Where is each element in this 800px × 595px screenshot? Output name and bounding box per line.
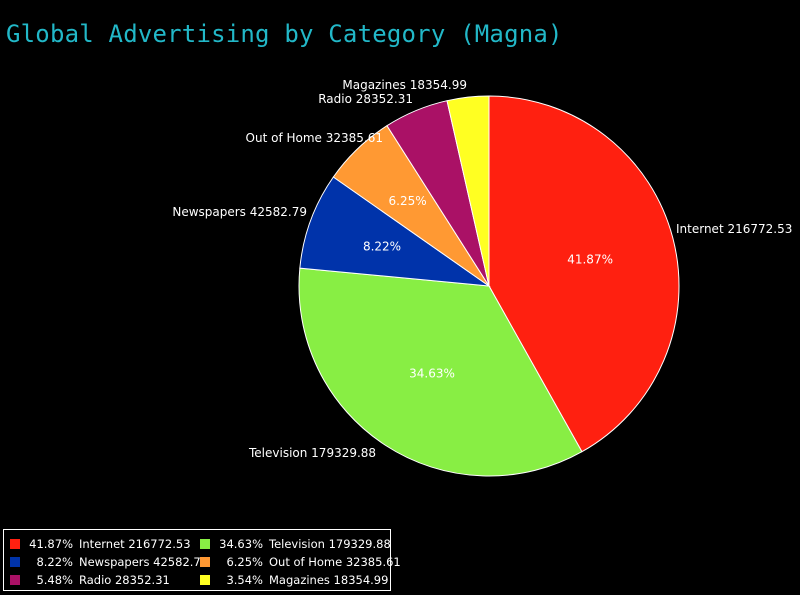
legend-label-newspapers: Newspapers 42582.79 [79,555,209,569]
pie-slices [298,95,680,477]
legend: 41.87% Internet 216772.53 34.63% Television… [3,529,401,591]
legend-percent-out-of-home: 6.25% [226,555,263,569]
legend-swatch-radio [10,575,20,585]
legend-item-television: 34.63% Television 179329.88 [200,534,391,554]
legend-label-radio: Radio 28352.31 [79,573,170,587]
legend-percent-internet: 41.87% [29,537,73,551]
legend-item-newspapers: 8.22% Newspapers 42582.79 [10,552,208,572]
pie-slice-newspapers [299,176,491,287]
pie-outer-label-newspapers: Newspapers 42582.79 [172,205,307,219]
pie-outer-label-radio: Radio 28352.31 [318,92,413,106]
pie-outer-label-out-of-home: Out of Home 32385.61 [246,131,383,145]
legend-swatch-television [200,539,210,549]
pie-percent-label-television: 34.63% [409,367,455,381]
chart-title: Global Advertising by Category (Magna) [6,20,563,48]
pie-percent-label-newspapers: 8.22% [363,240,401,254]
pie-slice-television [298,267,583,477]
legend-item-internet: 41.87% Internet 216772.53 [10,534,191,554]
pie-slice-internet [488,95,680,453]
legend-percent-radio: 5.48% [36,573,73,587]
pie-percent-label-internet: 41.87% [567,253,613,267]
legend-item-out-of-home: 6.25% Out of Home 32385.61 [200,552,401,572]
legend-swatch-magazines [200,575,210,585]
legend-label-television: Television 179329.88 [269,537,391,551]
pie-outer-label-internet: Internet 216772.53 [676,222,792,236]
pie-outer-labels: Internet 216772.53 Television 179329.88 Ne… [172,78,792,460]
legend-item-magazines: 3.54% Magazines 18354.99 [200,570,388,590]
legend-label-magazines: Magazines 18354.99 [269,573,389,587]
pie-outer-label-television: Television 179329.88 [248,446,376,460]
pie-percent-labels: 41.87% 34.63% 8.22% 6.25% [363,194,613,381]
legend-item-radio: 5.48% Radio 28352.31 [10,570,170,590]
legend-label-out-of-home: Out of Home 32385.61 [269,555,401,569]
legend-percent-newspapers: 8.22% [36,555,73,569]
pie-percent-label-out-of-home: 6.25% [389,194,427,208]
legend-swatch-internet [10,539,20,549]
pie-outer-label-magazines: Magazines 18354.99 [342,78,467,92]
legend-percent-television: 34.63% [219,537,263,551]
pie-slice-magazines [446,95,490,287]
legend-label-internet: Internet 216772.53 [79,537,191,551]
legend-swatch-out-of-home [200,557,210,567]
legend-swatch-newspapers [10,557,20,567]
legend-percent-magazines: 3.54% [226,573,263,587]
